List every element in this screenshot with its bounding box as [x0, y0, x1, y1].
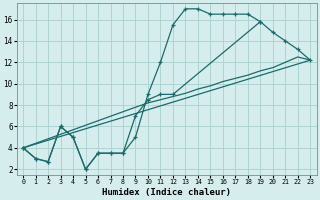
X-axis label: Humidex (Indice chaleur): Humidex (Indice chaleur): [102, 188, 231, 197]
